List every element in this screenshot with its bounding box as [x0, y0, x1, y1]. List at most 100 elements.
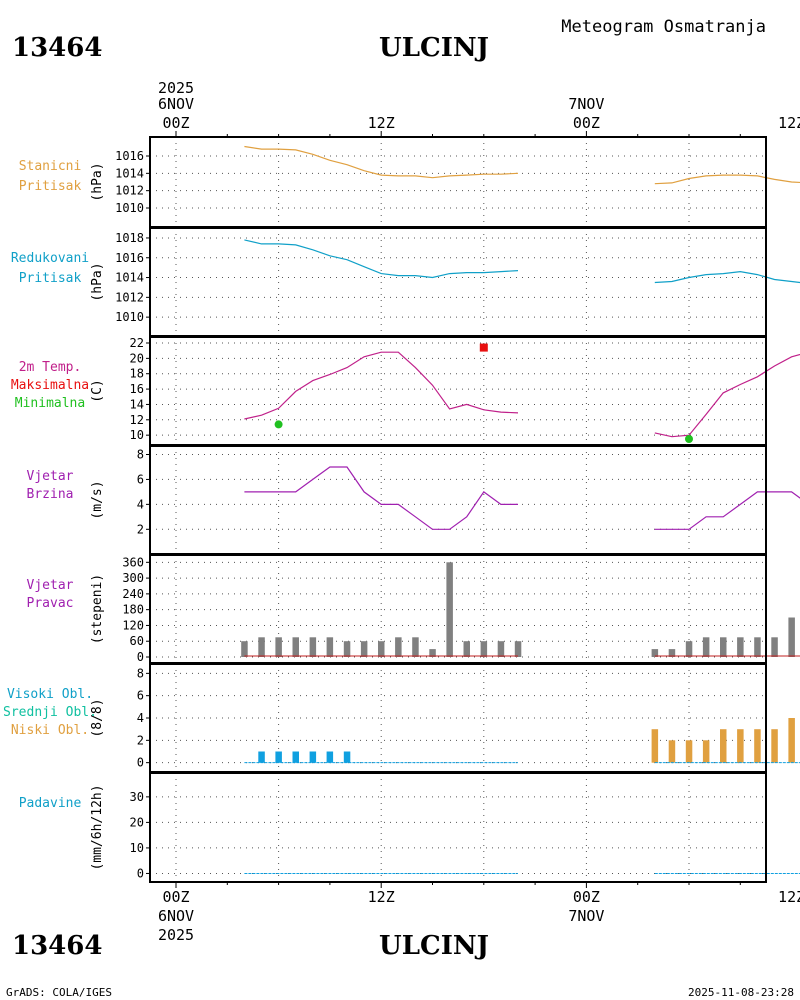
header-station-id: 13464 [12, 33, 102, 63]
panel-label: Minimalna [15, 396, 85, 411]
max-temp-marker [479, 343, 488, 352]
y-axis-label: (mm/6h/12h) [90, 784, 105, 870]
panel-frame [149, 772, 767, 883]
y-tick-label: 180 [122, 603, 144, 617]
bar [378, 641, 385, 657]
top-year-label: 2025 [158, 79, 194, 97]
header-station-name: ULCINJ [379, 33, 489, 63]
bar [685, 641, 693, 657]
panel-label: Pritisak [19, 179, 82, 194]
panel-label: Pritisak [19, 271, 82, 286]
bar [720, 637, 727, 657]
panel-wind_speed: 2 4 6 8 (m/s) Vjetar Brzina [27, 445, 800, 555]
y-tick-label: 1014 [115, 271, 144, 285]
top-time-label: 12Z [778, 114, 800, 132]
bottom-date-label: 7NOV [568, 907, 604, 925]
bar [668, 740, 676, 763]
series-line [244, 466, 518, 530]
y-tick-label: 12 [130, 413, 144, 427]
panel-frame [149, 445, 767, 555]
bar [309, 751, 317, 763]
panel-label: Vjetar [27, 578, 74, 593]
y-tick-label: 0 [137, 650, 144, 664]
bar [497, 641, 505, 657]
bar [651, 729, 659, 763]
y-tick-label: 6 [137, 689, 144, 703]
bar [463, 641, 470, 657]
y-tick-label: 2 [137, 733, 144, 747]
bar [412, 637, 419, 657]
panel-label: Niski Obl. [11, 723, 89, 738]
bar [480, 641, 488, 657]
y-axis-label: (m/s) [90, 480, 105, 519]
bar [737, 637, 744, 657]
footer-station-id: 13464 [12, 931, 102, 961]
bar [720, 729, 727, 763]
bottom-year-label: 2025 [158, 926, 194, 944]
bar [258, 637, 265, 657]
bar [309, 637, 317, 657]
top-time-label: 00Z [573, 114, 600, 132]
y-tick-label: 8 [137, 447, 144, 461]
bottom-time-axis: 00Z6NOV12Z00Z7NOV12Z00Z8NOV12Z [158, 882, 800, 925]
y-tick-label: 10 [130, 841, 144, 855]
series-line [244, 351, 519, 420]
min-temp-marker [274, 420, 283, 429]
bar [702, 740, 710, 763]
y-axis-label: (C) [90, 379, 105, 402]
y-axis-label: (8/8) [90, 698, 105, 737]
bar [771, 729, 778, 763]
y-tick-label: 4 [137, 497, 144, 511]
panel-frame [149, 336, 767, 446]
bar [668, 649, 676, 657]
panel-reduced_pressure: 1010 1012 1014 1016 1018 (hPa)Redukovani Priti… [11, 227, 800, 337]
y-tick-label: 1012 [115, 290, 144, 304]
y-tick-label: 360 [122, 555, 144, 569]
y-tick-label: 1016 [115, 251, 144, 265]
y-tick-label: 10 [130, 428, 144, 442]
y-tick-label: 1018 [115, 231, 144, 245]
bar [737, 729, 744, 763]
y-tick-label: 14 [130, 397, 144, 411]
bar [326, 751, 334, 763]
bar [446, 562, 453, 657]
y-tick-label: 18 [130, 367, 144, 381]
bar [702, 637, 710, 657]
y-tick-label: 2 [137, 522, 144, 536]
y-tick-label: 0 [137, 756, 144, 770]
footer-timestamp: 2025-11-08-23:28 [688, 986, 794, 999]
y-tick-label: 1014 [115, 166, 144, 180]
min-temp-marker [685, 435, 693, 443]
y-tick-label: 8 [137, 666, 144, 680]
y-tick-label: 240 [122, 587, 144, 601]
y-tick-label: 1016 [115, 149, 144, 163]
top-date-label: 7NOV [568, 95, 604, 113]
bar [685, 740, 693, 763]
panel-label: Redukovani [11, 251, 89, 266]
y-axis-label: (hPa) [90, 262, 105, 301]
panel-label: Brzina [27, 487, 74, 502]
panel-label: Padavine [19, 796, 82, 811]
series-line [244, 145, 519, 179]
y-tick-label: 0 [137, 866, 144, 880]
panel-label: Srednji Obl. [3, 705, 97, 720]
top-time-axis: 6NOV00Z12Z7NOV00Z12Z8NOV00Z12Z [158, 95, 800, 137]
panel-label: Pravac [27, 596, 74, 611]
y-tick-label: 60 [130, 634, 144, 648]
bar [514, 641, 522, 657]
bar [788, 718, 795, 763]
y-tick-label: 6 [137, 472, 144, 486]
header-product-title: Meteogram Osmatranja [561, 17, 766, 37]
panel-label: Maksimalna [11, 378, 89, 393]
bar [343, 751, 351, 763]
bar [429, 649, 436, 657]
panel-label: Vjetar [27, 469, 74, 484]
top-date-label: 6NOV [158, 95, 194, 113]
y-tick-label: 20 [130, 815, 144, 829]
bar [326, 637, 334, 657]
panel-label: 2m Temp. [19, 360, 82, 375]
panel-label: Visoki Obl. [7, 687, 93, 702]
